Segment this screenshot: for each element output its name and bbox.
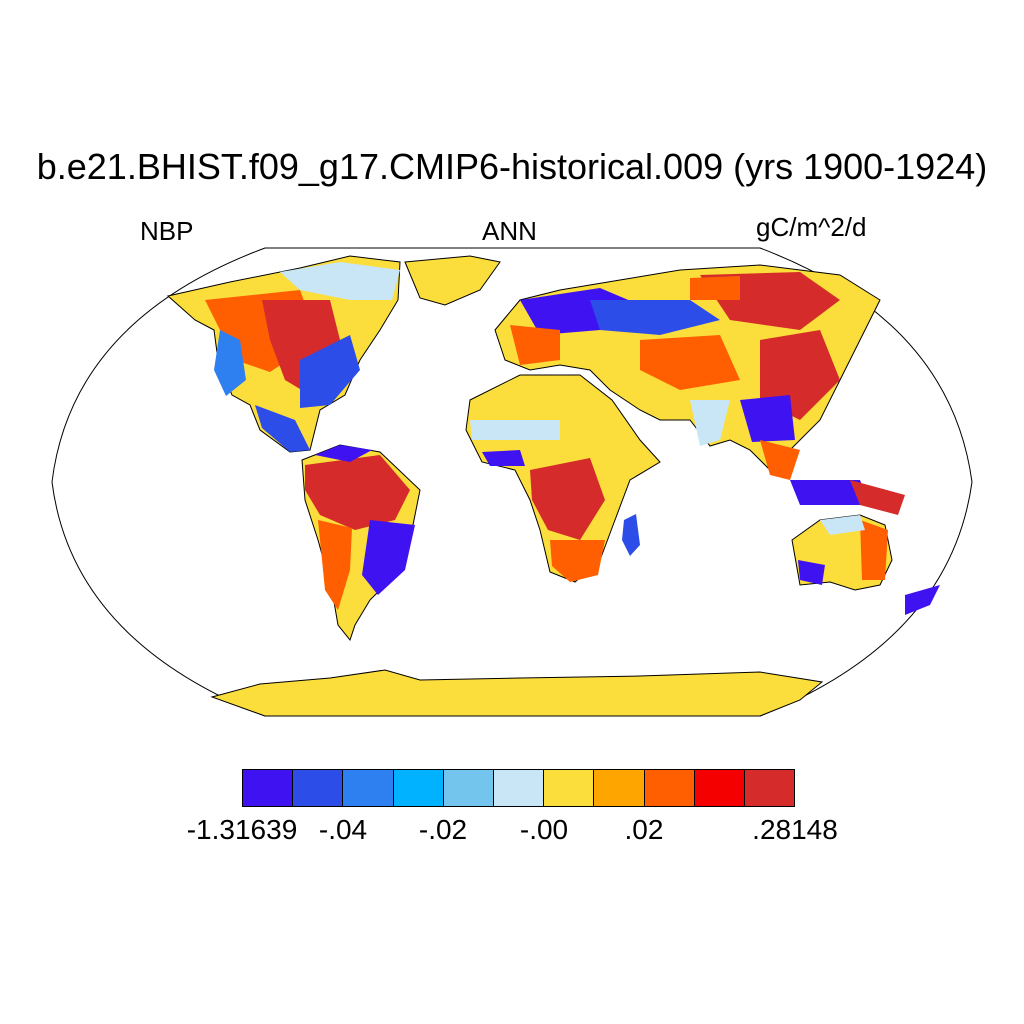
colorbar-swatch [644, 770, 695, 806]
land-greenland [404, 255, 501, 306]
colorbar-swatch [594, 770, 645, 806]
colorbar-swatch [243, 770, 294, 806]
colorbar-tick-label: .02 [624, 814, 664, 845]
patch-indonesia [790, 480, 870, 505]
patch-siberia-mid [690, 276, 740, 300]
patch-sa-west [318, 520, 352, 610]
colorbar-swatch [343, 770, 394, 806]
plot-title: b.e21.BHIST.f09_g17.CMIP6-historical.009… [36, 146, 988, 187]
data-patches [205, 262, 940, 615]
colorbar-tick-label: .28148 [752, 814, 838, 845]
colorbar-swatch [544, 770, 595, 806]
patch-africa-south [550, 540, 605, 582]
patch-africa-central [530, 458, 605, 540]
variable-label: NBP [140, 216, 194, 246]
patch-china-south [740, 395, 795, 442]
colorbar-tick-label: -1.31639 [186, 814, 298, 845]
colorbar-swatch [293, 770, 344, 806]
colorbar-swatch [393, 770, 444, 806]
patch-africa-sahel [470, 420, 560, 440]
patch-amazon [305, 455, 410, 530]
colorbar-swatch [493, 770, 545, 806]
patch-new-guinea [850, 480, 905, 515]
colorbar-tick-label: -.00 [519, 814, 569, 845]
patch-russia-central [590, 300, 720, 335]
colorbar-tick-label: -.04 [318, 814, 368, 845]
patch-na-pacific [214, 330, 246, 396]
patch-na-north [280, 262, 400, 300]
colorbar [242, 769, 795, 807]
colorbar-tick-label: -.02 [418, 814, 468, 845]
patch-sa-north [315, 445, 372, 462]
patch-aus-sw [798, 560, 825, 585]
patch-india [690, 400, 730, 446]
colorbar-swatch [443, 770, 494, 806]
patch-se-asia [760, 440, 800, 480]
patch-central-asia [640, 335, 740, 390]
land-antarctica [210, 669, 824, 717]
patch-madagascar [622, 514, 640, 556]
patch-ca [255, 405, 310, 452]
patch-aus-north [820, 515, 865, 535]
season-label: ANN [482, 216, 537, 246]
patch-aus-east [860, 520, 888, 580]
patch-na-east [300, 335, 360, 408]
patch-africa-west [482, 450, 525, 466]
patch-new-zealand [905, 585, 940, 615]
patch-europe-central [510, 325, 560, 365]
colorbar-swatch [694, 770, 745, 806]
units-label: gC/m^2/d [756, 212, 867, 242]
patch-sa-east [362, 520, 415, 595]
colorbar-swatch [744, 770, 795, 806]
